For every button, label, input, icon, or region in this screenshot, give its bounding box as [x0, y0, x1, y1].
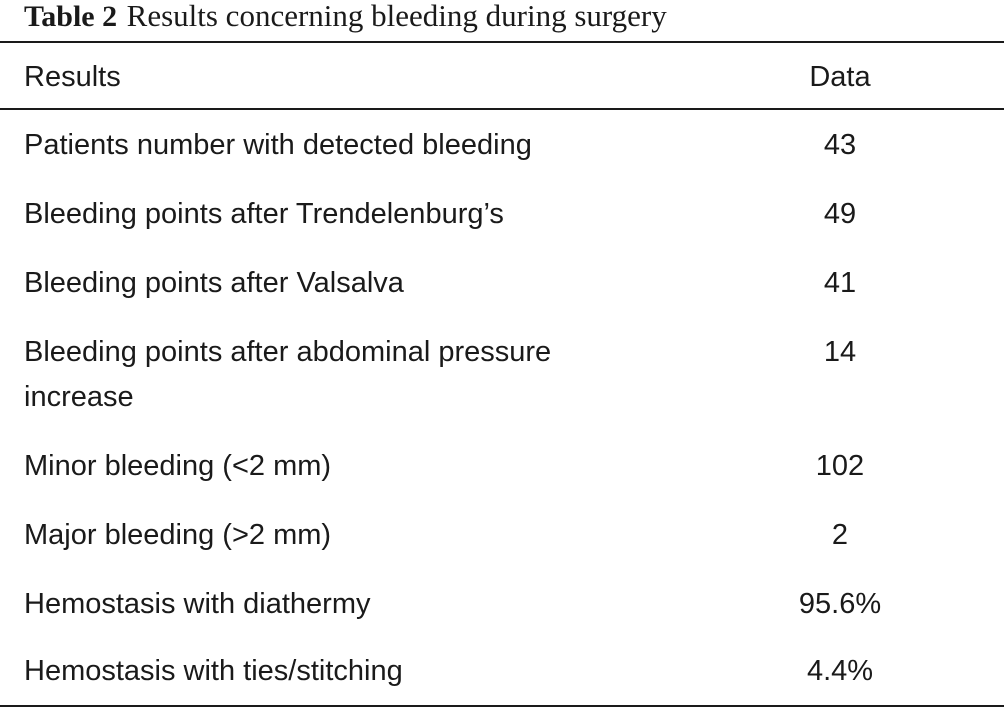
table-caption: Table 2 Results concerning bleeding duri… [24, 0, 667, 35]
row-result-line2: increase [24, 381, 134, 413]
row-data: 41 [823, 267, 857, 299]
table-caption-text: Results concerning bleeding during surge… [126, 0, 667, 33]
row-result: Bleeding points after Trendelenburg’s [24, 198, 504, 230]
row-result-line1: Bleeding points after abdominal pressure [24, 336, 552, 368]
row-result: Minor bleeding (<2 mm) [24, 450, 332, 482]
table-caption-label: Table 2 [24, 0, 118, 33]
row-result: Bleeding points after Valsalva [24, 267, 404, 299]
row-result: Patients number with detected bleeding [24, 129, 532, 161]
row-data: 43 [823, 129, 857, 161]
header-data: Data [809, 61, 871, 93]
row-data: 14 [823, 336, 857, 368]
header-results: Results [24, 61, 121, 93]
row-result: Major bleeding (>2 mm) [24, 519, 332, 551]
table-top-rule [0, 41, 1004, 43]
row-result: Hemostasis with diathermy [24, 588, 371, 620]
table-header-rule [0, 108, 1004, 110]
row-data: 102 [815, 450, 865, 482]
row-data: 4.4% [806, 655, 874, 687]
row-result: Hemostasis with ties/stitching [24, 655, 403, 687]
row-data: 49 [823, 198, 857, 230]
row-data: 95.6% [798, 588, 882, 620]
table-bottom-rule [0, 705, 1004, 707]
row-data: 2 [831, 519, 849, 551]
